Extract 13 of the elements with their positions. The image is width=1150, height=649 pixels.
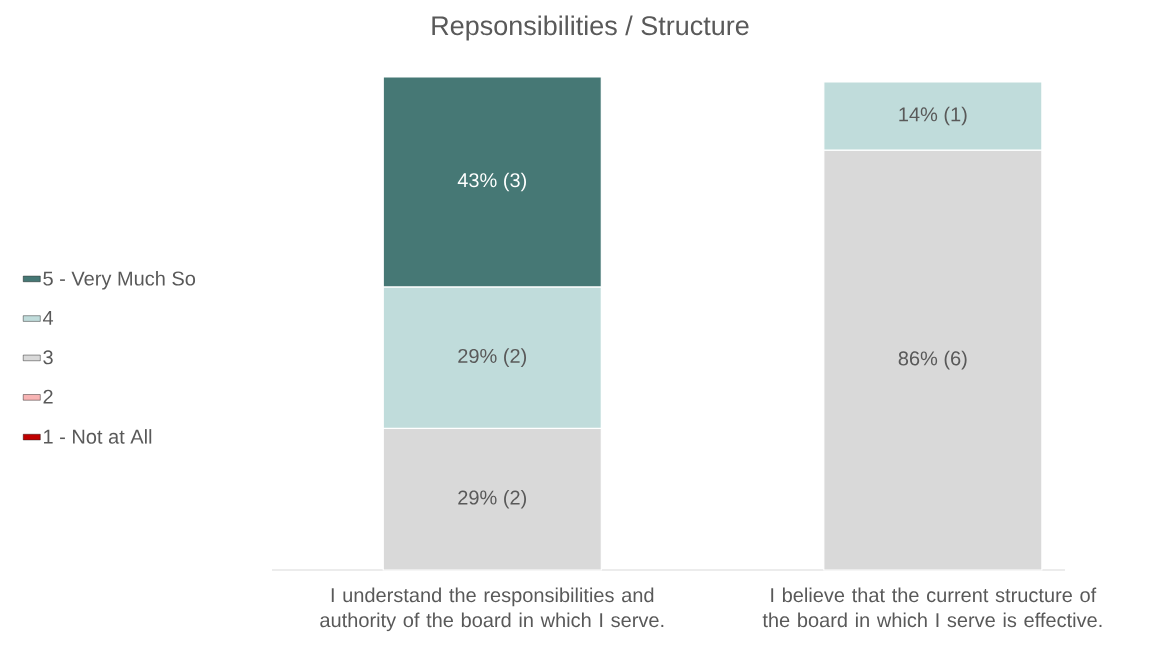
x-tick-label: I believe that the current structure of the board in which I serve is effective. xyxy=(762,587,1102,628)
legend-label: 2 xyxy=(43,389,53,404)
data-label: 86% (6) xyxy=(898,350,967,370)
data-label: 29% (2) xyxy=(458,348,527,367)
legend-label: 3 xyxy=(43,350,53,365)
data-label: 14% (1) xyxy=(899,106,967,126)
data-label: 29% (2) xyxy=(458,489,527,509)
legend-label: 4 xyxy=(42,310,54,325)
legend-label: 5 - Very Much So xyxy=(43,270,196,290)
chart-title: Repsonsibilities / Structure xyxy=(432,15,749,41)
data-label: 43% (3) xyxy=(457,172,527,192)
legend-label: 1 - Not at All xyxy=(44,429,152,444)
x-tick-label: I understand the responsibilities and authority of the board in which I serve. xyxy=(320,587,664,632)
